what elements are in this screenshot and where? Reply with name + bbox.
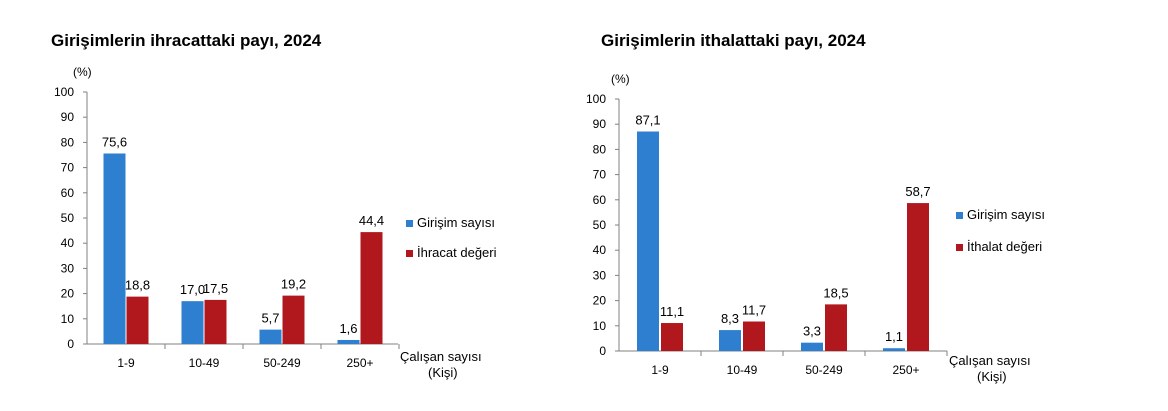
x-tick-label-imports: 1-9 — [651, 363, 669, 377]
chart-title-imports: Girişimlerin ithalattaki payı, 2024 — [601, 31, 866, 50]
data-label-exports-series0-1-9: 75,6 — [102, 134, 127, 149]
y-tick-label-exports: 50 — [61, 211, 75, 225]
data-label-exports-series0-10-49: 17,0 — [180, 282, 205, 297]
bar-imports-series0-10-49 — [719, 330, 741, 351]
y-tick-label-exports: 80 — [61, 135, 75, 149]
x-tick-label-exports: 1-9 — [117, 356, 135, 370]
data-label-imports-series1-250+: 58,7 — [905, 184, 930, 199]
unit-label-exports: (%) — [73, 65, 92, 79]
y-tick-label-imports: 10 — [593, 319, 607, 333]
data-label-imports-series0-250+: 1,1 — [885, 329, 903, 344]
bar-exports-series1-10-49 — [204, 299, 227, 344]
data-label-imports-series0-50-249: 3,3 — [803, 324, 821, 339]
y-tick-label-imports: 0 — [599, 344, 606, 358]
y-tick-label-exports: 30 — [61, 261, 75, 275]
bar-exports-series0-50-249 — [259, 329, 282, 344]
bar-exports-series1-250+ — [360, 232, 383, 344]
x-tick-label-imports: 250+ — [892, 363, 919, 377]
bar-imports-series1-10-49 — [743, 321, 765, 351]
data-label-exports-series1-50-249: 19,2 — [281, 277, 306, 292]
y-tick-label-imports: 80 — [593, 142, 607, 156]
data-label-imports-series0-1-9: 87,1 — [635, 113, 660, 128]
y-tick-label-imports: 20 — [593, 294, 607, 308]
unit-label-imports: (%) — [611, 72, 630, 86]
y-tick-label-imports: 60 — [593, 193, 607, 207]
x-axis-label-imports: Çalışan sayısı — [949, 353, 1031, 368]
x-axis-label-unit-exports: (Kişi) — [428, 365, 458, 380]
bar-exports-series1-1-9 — [126, 296, 149, 344]
y-tick-label-imports: 70 — [593, 168, 607, 182]
y-tick-label-imports: 100 — [586, 92, 606, 106]
bar-exports-series0-10-49 — [181, 301, 204, 344]
bar-imports-series1-250+ — [907, 203, 929, 351]
x-tick-label-imports: 10-49 — [727, 363, 758, 377]
data-label-imports-series1-10-49: 11,7 — [742, 303, 766, 318]
data-label-exports-series1-1-9: 18,8 — [125, 278, 150, 293]
legend-label-exports-1: İhracat değeri — [417, 245, 497, 260]
legend-label-exports-0: Girişim sayısı — [417, 215, 495, 230]
legend-label-imports-0: Girişim sayısı — [967, 207, 1045, 222]
data-label-imports-series1-1-9: 11,1 — [660, 304, 684, 319]
x-axis-label-exports: Çalışan sayısı — [400, 349, 482, 364]
data-label-exports-series0-50-249: 5,7 — [261, 311, 279, 326]
y-tick-label-imports: 90 — [593, 117, 607, 131]
y-tick-label-imports: 40 — [593, 243, 607, 257]
x-tick-label-exports: 10-49 — [189, 356, 220, 370]
legend-swatch-imports-1 — [956, 244, 963, 251]
data-label-imports-series1-50-249: 18,5 — [823, 285, 848, 300]
data-label-exports-series1-10-49: 17,5 — [203, 281, 228, 296]
data-label-exports-series0-250+: 1,6 — [339, 321, 357, 336]
data-label-exports-series1-250+: 44,4 — [359, 213, 384, 228]
bar-imports-series1-1-9 — [661, 323, 683, 351]
legend-swatch-exports-1 — [406, 250, 413, 257]
y-tick-label-exports: 0 — [67, 337, 74, 351]
bar-exports-series0-250+ — [337, 339, 360, 344]
bar-exports-series0-1-9 — [103, 153, 126, 344]
y-tick-label-exports: 90 — [61, 110, 75, 124]
legend-swatch-exports-0 — [406, 220, 413, 227]
y-tick-label-imports: 50 — [593, 218, 607, 232]
bar-exports-series1-50-249 — [282, 295, 305, 344]
legend-label-imports-1: İthalat değeri — [967, 239, 1042, 254]
chart-title-exports: Girişimlerin ihracattaki payı, 2024 — [51, 31, 322, 50]
y-tick-label-imports: 30 — [593, 268, 607, 282]
bar-imports-series0-1-9 — [637, 131, 659, 351]
x-axis-label-unit-imports: (Kişi) — [977, 369, 1007, 384]
bar-imports-series0-250+ — [883, 348, 905, 351]
y-tick-label-exports: 40 — [61, 236, 75, 250]
bar-imports-series0-50-249 — [801, 342, 823, 351]
bar-imports-series1-50-249 — [825, 304, 847, 351]
x-tick-label-imports: 50-249 — [805, 363, 843, 377]
x-tick-label-exports: 250+ — [346, 356, 373, 370]
y-tick-label-exports: 70 — [61, 161, 75, 175]
y-tick-label-exports: 10 — [61, 312, 75, 326]
y-tick-label-exports: 100 — [54, 85, 74, 99]
y-tick-label-exports: 20 — [61, 287, 75, 301]
data-label-imports-series0-10-49: 8,3 — [721, 311, 739, 326]
legend-swatch-imports-0 — [956, 212, 963, 219]
y-tick-label-exports: 60 — [61, 186, 75, 200]
x-tick-label-exports: 50-249 — [263, 356, 301, 370]
